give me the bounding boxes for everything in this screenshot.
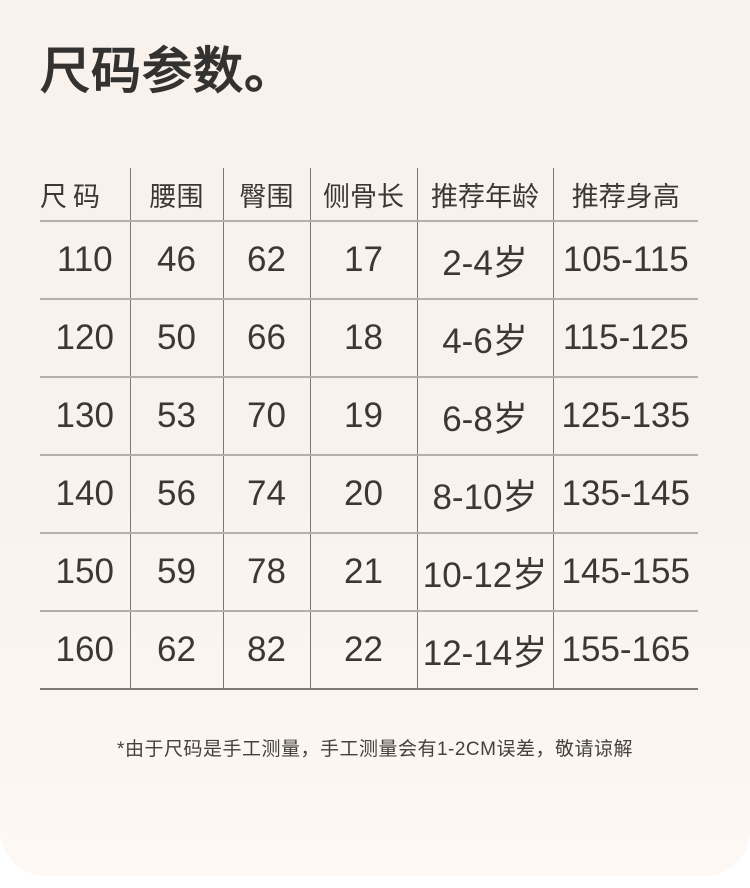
cell-waist: 59: [130, 533, 224, 612]
cell-hip: 78: [223, 533, 311, 612]
cell-side-length: 18: [310, 299, 418, 378]
table-row: 140 56 74 20 8-10岁 135-145: [40, 455, 698, 534]
cell-size: 120: [40, 299, 131, 378]
cell-size: 130: [40, 377, 131, 456]
column-header-recommended-age: 推荐年龄: [417, 168, 554, 222]
cell-hip: 82: [223, 611, 311, 690]
cell-recommended-age: 4-6岁: [417, 299, 554, 378]
cell-waist: 53: [130, 377, 224, 456]
cell-side-length: 20: [310, 455, 418, 534]
column-header-hip: 臀围: [223, 168, 311, 222]
cell-waist: 56: [130, 455, 224, 534]
cell-hip: 74: [223, 455, 311, 534]
page-title: 尺码参数。: [40, 43, 295, 99]
table-row: 160 62 82 22 12-14岁 155-165: [40, 611, 698, 690]
table-row: 130 53 70 19 6-8岁 125-135: [40, 377, 698, 456]
cell-waist: 50: [130, 299, 224, 378]
cell-side-length: 19: [310, 377, 418, 456]
cell-waist: 46: [130, 221, 224, 300]
table-row: 110 46 62 17 2-4岁 105-115: [40, 221, 698, 300]
cell-size: 160: [40, 611, 131, 690]
column-header-recommended-height: 推荐身高: [553, 168, 698, 222]
table-row: 150 59 78 21 10-12岁 145-155: [40, 533, 698, 612]
cell-hip: 66: [223, 299, 311, 378]
cell-recommended-age: 2-4岁: [417, 221, 554, 300]
cell-size: 150: [40, 533, 131, 612]
cell-hip: 70: [223, 377, 311, 456]
cell-recommended-height: 105-115: [553, 221, 698, 300]
cell-side-length: 21: [310, 533, 418, 612]
cell-size: 110: [40, 221, 131, 300]
cell-recommended-age: 10-12岁: [417, 533, 554, 612]
cell-size: 140: [40, 455, 131, 534]
cell-recommended-height: 135-145: [553, 455, 698, 534]
cell-side-length: 17: [310, 221, 418, 300]
column-header-side-length: 侧骨长: [310, 168, 418, 222]
column-header-size: 尺码: [40, 168, 131, 222]
measurement-disclaimer: *由于尺码是手工测量，手工测量会有1-2CM误差，敬请谅解: [117, 739, 633, 760]
cell-waist: 62: [130, 611, 224, 690]
size-table: 尺码 腰围 臀围 侧骨长 推荐年龄 推荐身高 110 46 62 17 2-4岁…: [40, 168, 698, 690]
cell-recommended-age: 12-14岁: [417, 611, 554, 690]
cell-recommended-height: 155-165: [553, 611, 698, 690]
cell-recommended-age: 6-8岁: [417, 377, 554, 456]
column-header-waist: 腰围: [130, 168, 224, 222]
cell-recommended-age: 8-10岁: [417, 455, 554, 534]
cell-side-length: 22: [310, 611, 418, 690]
table-body: 110 46 62 17 2-4岁 105-115 120 50 66 18 4…: [40, 221, 698, 690]
cell-hip: 62: [223, 221, 311, 300]
cell-recommended-height: 145-155: [553, 533, 698, 612]
table-row: 120 50 66 18 4-6岁 115-125: [40, 299, 698, 378]
table-head: 尺码 腰围 臀围 侧骨长 推荐年龄 推荐身高: [40, 168, 698, 222]
cell-recommended-height: 125-135: [553, 377, 698, 456]
table-header-row: 尺码 腰围 臀围 侧骨长 推荐年龄 推荐身高: [40, 168, 698, 222]
cell-recommended-height: 115-125: [553, 299, 698, 378]
